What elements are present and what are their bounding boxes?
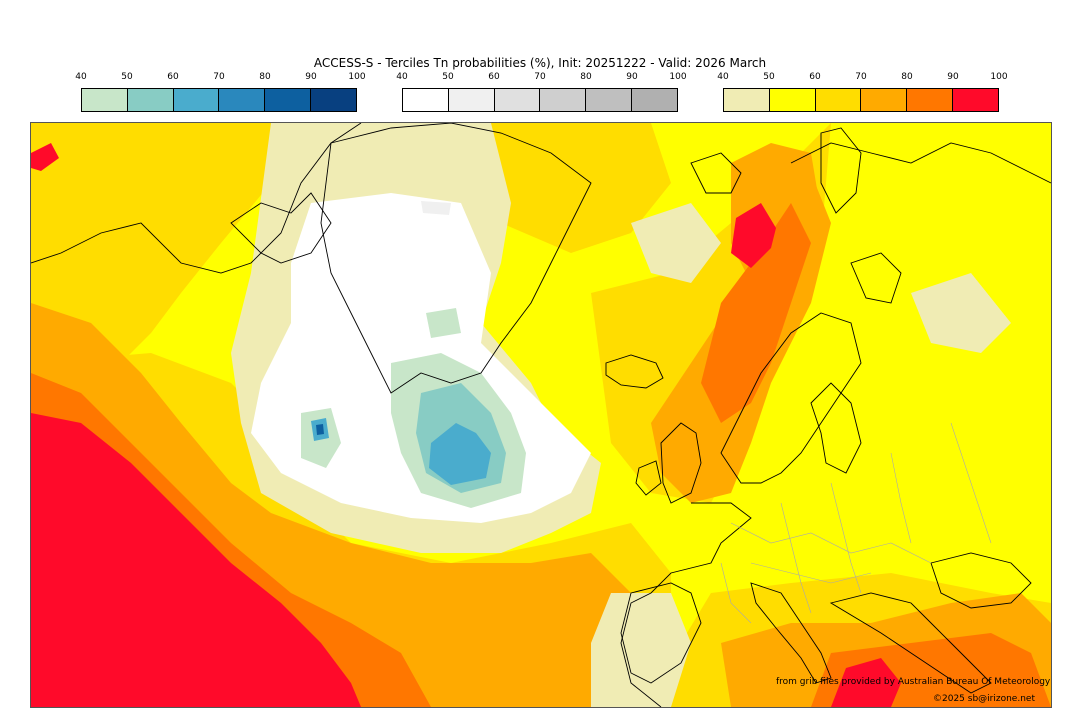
legend-tick: 100: [348, 72, 366, 82]
legend-swatch: [127, 89, 174, 111]
coast-black-sea: [930, 552, 1032, 609]
coast-italy: [750, 582, 832, 684]
field-pale-iberia: [591, 593, 691, 707]
legend-swatch: [403, 89, 449, 111]
border-line: [890, 452, 912, 544]
border-line: [830, 482, 862, 594]
legend-swatch: [586, 89, 633, 111]
border-line: [780, 502, 812, 614]
coast-svalbard: [690, 152, 742, 194]
legend-swatch: [724, 89, 770, 111]
legend-swatch: [173, 89, 220, 111]
legend-swatch: [219, 89, 266, 111]
field-90-100-barents: [731, 203, 776, 268]
legend-swatch: [540, 89, 587, 111]
coast-canada-north: [31, 123, 362, 274]
legend-tick: 100: [990, 72, 1008, 82]
field-pale-russia: [911, 273, 1011, 353]
credit-copyright: ©2025 sb@irizone.net: [933, 694, 1035, 704]
probability-map: [30, 122, 1052, 708]
coast-novaya-zemlya: [820, 127, 862, 214]
legend-swatch: [311, 89, 356, 111]
legend-swatch: [861, 89, 908, 111]
border-line: [950, 422, 992, 544]
coastlines: [31, 123, 1051, 707]
legend-swatch: [815, 89, 862, 111]
field-90-100-corner: [31, 143, 59, 171]
legend-tick: 70: [855, 72, 867, 82]
legend-tick: 90: [626, 72, 638, 82]
legend-tick: 90: [305, 72, 317, 82]
legend-above-normal: 40 50 60 70 80 90 100: [717, 72, 1008, 112]
legend-colorbar: [723, 88, 999, 112]
legend-tick: 60: [167, 72, 179, 82]
legend-tick: 50: [121, 72, 133, 82]
coast-iberia: [620, 582, 702, 684]
legend-tick: 70: [534, 72, 546, 82]
coast-baltic: [810, 382, 862, 474]
credit-source: from grib files provided by Australian B…: [776, 677, 1051, 687]
coast-baffin: [230, 192, 332, 264]
field-80-90-norway: [701, 203, 811, 423]
legend-tick: 40: [717, 72, 729, 82]
legend-colorbar: [402, 88, 678, 112]
legend-ticks: 40 50 60 70 80 90 100: [75, 72, 365, 86]
legend-swatch: [82, 89, 128, 111]
legend-swatch: [494, 89, 541, 111]
coast-russia-north: [790, 142, 1051, 184]
legend-tick: 80: [901, 72, 913, 82]
border-line: [730, 522, 932, 564]
legend-ticks: 40 50 60 70 80 90 100: [717, 72, 1007, 86]
legend-swatch: [953, 89, 998, 111]
coast-iceland: [605, 354, 664, 389]
legend-tick: 40: [396, 72, 408, 82]
legend-colorbar: [81, 88, 357, 112]
legend-tick: 90: [947, 72, 959, 82]
map-title: ACCESS-S - Terciles Tn probabilities (%)…: [313, 56, 767, 70]
legend-swatch: [265, 89, 312, 111]
coast-scandinavia: [720, 312, 862, 484]
legend-tick: 80: [580, 72, 592, 82]
field-below-spot-2: [316, 424, 324, 435]
map-canvas: [31, 123, 1051, 707]
legend-swatch: [769, 89, 816, 111]
coast-british-isles: [660, 422, 702, 504]
legend-tick: 70: [213, 72, 225, 82]
coast-balkans: [829, 592, 992, 694]
legend-tick: 50: [442, 72, 454, 82]
borders: [720, 422, 992, 624]
field-90-100-med: [831, 658, 901, 707]
legend-tick: 50: [763, 72, 775, 82]
coast-europe: [620, 502, 752, 707]
coast-greenland: [320, 123, 592, 394]
field-90-100-atlantic: [31, 413, 361, 707]
legend-swatch: [907, 89, 954, 111]
legend-below-normal: 40 50 60 70 80 90 100: [75, 72, 366, 112]
field-pale-arctic: [631, 203, 721, 283]
legend-tick: 100: [669, 72, 687, 82]
coast-white-sea: [850, 252, 902, 304]
legend-swatch: [448, 89, 495, 111]
legend-near-normal: 40 50 60 70 80 90 100: [396, 72, 687, 112]
legend-tick: 80: [259, 72, 271, 82]
border-line: [720, 562, 752, 624]
legend-tick: 40: [75, 72, 87, 82]
field-below-60-70: [429, 423, 491, 485]
field-60-70-arctic: [471, 123, 671, 253]
legend-tick: 60: [488, 72, 500, 82]
field-60-70-west: [31, 123, 291, 383]
border-line: [750, 562, 872, 584]
field-near-normal-grey: [421, 201, 451, 215]
legend-tick: 60: [809, 72, 821, 82]
field-below-40-50-north: [426, 308, 461, 338]
legend-swatch: [632, 89, 677, 111]
coast-ireland: [635, 460, 662, 496]
legend-ticks: 40 50 60 70 80 90 100: [396, 72, 686, 86]
